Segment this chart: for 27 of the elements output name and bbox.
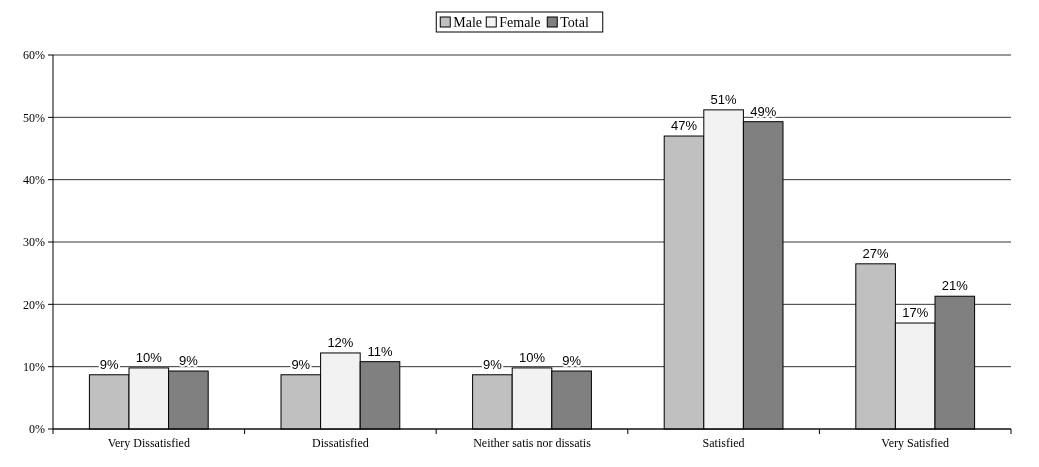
legend-label: Male [453, 15, 483, 30]
data-label: 51% [710, 91, 738, 107]
data-label: 11% [367, 343, 393, 359]
y-tick-label: 30% [23, 235, 45, 250]
x-tick-label: Dissatisfied [312, 436, 369, 450]
data-label: 9% [179, 353, 199, 369]
data-label: 21% [941, 278, 969, 294]
y-tick-label: 40% [23, 172, 45, 187]
data-label: 27% [862, 245, 890, 261]
data-label: 10% [518, 349, 546, 365]
y-tick-label: 20% [23, 297, 45, 312]
data-label: 49% [750, 103, 777, 119]
legend-label: Total [560, 15, 589, 30]
y-tick-label: 0% [29, 422, 45, 437]
x-tick-label: Very Dissatisfied [107, 436, 190, 450]
legend-label: Female [499, 15, 541, 30]
y-tick-label: 50% [23, 110, 45, 125]
data-label: 47% [670, 118, 698, 134]
y-tick-label: 10% [23, 359, 45, 374]
data-label: 12% [327, 334, 354, 350]
data-label: 9% [562, 353, 582, 369]
x-tick-label: Neither satis nor dissatis [473, 436, 592, 450]
x-tick-label: Very Satisfied [881, 436, 950, 450]
data-label: 10% [135, 349, 163, 365]
data-label: 17% [902, 305, 929, 321]
x-tick-label: Satisfied [702, 436, 745, 450]
y-tick-label: 60% [23, 48, 45, 63]
